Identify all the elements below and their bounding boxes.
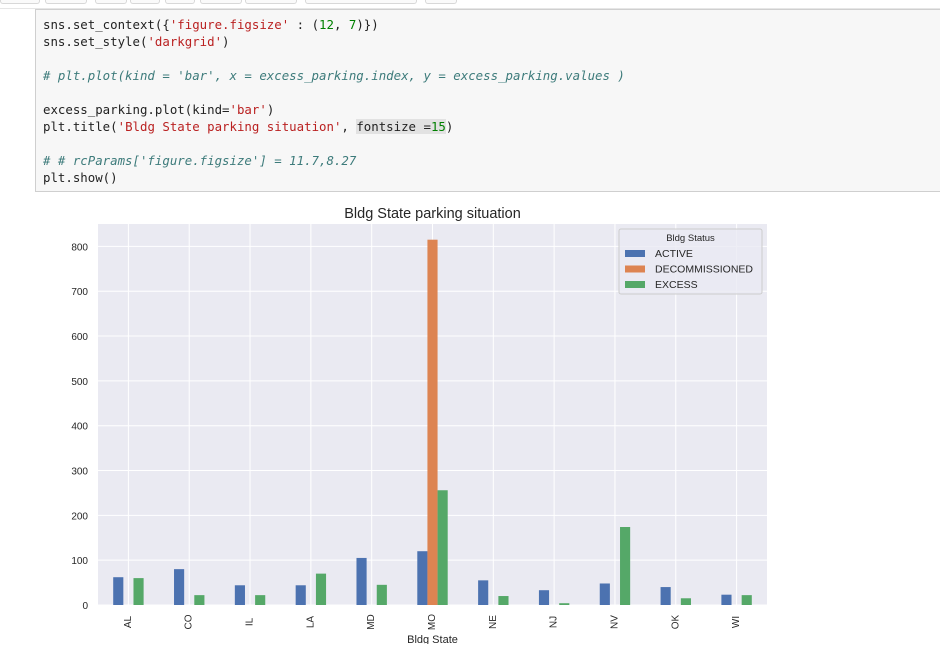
toolbar-button[interactable] [0,0,40,4]
bar-excess-nj [559,603,570,605]
legend-swatch-excess [625,281,645,288]
toolbar-button[interactable] [425,0,457,4]
code-line[interactable]: # plt.plot(kind = 'bar', x = excess_park… [43,68,625,83]
code-line[interactable]: excess_parking.plot(kind='bar') [43,102,275,117]
cell-type-dropdown[interactable] [305,0,417,4]
bar-active-la [295,585,306,605]
code-cell-output: 0 100 200 300 400 500 600 700 800 AL CO IL LA MD MO NE… [0,196,940,646]
code-line[interactable]: plt.title('Bldg State parking situation'… [43,119,454,134]
toolbar-button[interactable] [245,0,297,4]
bar-excess-nv [620,527,631,605]
chart-title: Bldg State parking situation [344,206,521,222]
y-tick-label: 0 [82,601,88,612]
code-line[interactable]: # # rcParams['figure.figsize'] = 11.7,8.… [43,153,357,168]
bar-excess-il [255,595,266,605]
bar-chart: 0 100 200 300 400 500 600 700 800 AL CO IL LA MD MO NE… [71,206,767,646]
legend-label-decommissioned: DECOMMISSIONED [655,264,753,276]
code-line[interactable]: sns.set_context({'figure.figsize' : (12,… [43,17,379,32]
bar-active-ne [478,580,489,605]
bar-active-wi [721,594,732,605]
x-tick-label: MD [366,614,377,630]
toolbar-button[interactable] [45,0,87,4]
bar-active-mo [417,551,428,605]
y-tick-label: 500 [71,377,88,388]
x-tick-label: WI [731,616,742,628]
bar-active-ok [660,587,671,605]
x-tick-label: NE [488,615,499,629]
bar-excess-ne [498,596,509,605]
y-tick-label: 300 [71,467,88,478]
bar-excess-mo [437,490,448,605]
legend-label-excess: EXCESS [655,279,698,291]
y-tick-label: 200 [71,511,88,522]
bar-active-nv [599,583,610,605]
bar-active-nj [538,590,550,605]
legend-title: Bldg Status [666,233,715,244]
bar-active-il [234,585,245,605]
toolbar-button[interactable] [95,0,127,4]
bar-active-co [174,569,185,605]
bar-excess-ok [680,598,691,605]
x-tick-label: OK [670,614,681,629]
y-tick-label: 800 [71,242,88,253]
x-tick-label: NV [609,615,620,629]
toolbar-button[interactable] [165,0,195,4]
bar-active-md [356,557,367,605]
x-tick-label: NJ [549,616,560,628]
legend-frame [618,228,763,295]
notebook-toolbar [0,0,940,9]
y-tick-label: 700 [71,287,88,298]
bar-active-al [113,577,124,605]
bar-excess-la [315,573,327,605]
x-tick-label: MO [427,614,438,630]
bar-excess-wi [741,595,752,605]
x-axis-label: Bldg State [407,634,458,644]
legend-swatch-decommissioned [625,265,645,273]
bar-decommissioned-mo [427,239,438,605]
legend-label-active: ACTIVE [655,248,693,260]
bar-excess-al [133,578,144,605]
x-tick-label: IL [245,617,256,626]
code-cell-input[interactable]: sns.set_context({'figure.figsize' : (12,… [35,9,940,192]
y-tick-label: 100 [71,556,88,567]
toolbar-button[interactable] [200,0,242,4]
toolbar-button[interactable] [130,0,160,4]
x-tick-label: AL [123,615,134,628]
chart-legend: Bldg Status ACTIVE DECOMMISSIONED EXCESS [618,228,763,295]
bar-excess-md [376,584,387,605]
x-tick-label: CO [184,614,195,629]
code-line[interactable]: sns.set_style('darkgrid') [43,34,230,49]
y-tick-label: 600 [71,332,88,343]
bar-excess-co [194,595,205,605]
legend-swatch-active [625,250,645,257]
code-line[interactable]: plt.show() [43,170,118,185]
y-tick-label: 400 [71,422,88,433]
x-tick-label: LA [305,616,316,629]
